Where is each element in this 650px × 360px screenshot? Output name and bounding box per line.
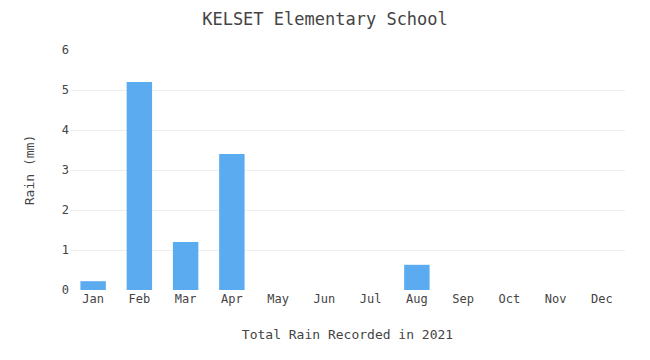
svg-text:Dec: Dec xyxy=(591,292,613,306)
svg-text:5: 5 xyxy=(62,83,69,97)
svg-text:Sep: Sep xyxy=(452,292,474,306)
svg-text:Nov: Nov xyxy=(545,292,567,306)
svg-text:Mar: Mar xyxy=(175,292,197,306)
svg-text:Aug: Aug xyxy=(406,292,428,306)
svg-text:Jan: Jan xyxy=(82,292,104,306)
svg-text:Feb: Feb xyxy=(129,292,151,306)
svg-text:1: 1 xyxy=(62,243,69,257)
svg-text:4: 4 xyxy=(62,123,69,137)
svg-text:Jul: Jul xyxy=(360,292,382,306)
svg-text:Total Rain Recorded in 2021: Total Rain Recorded in 2021 xyxy=(242,327,453,342)
svg-text:Rain (mm): Rain (mm) xyxy=(22,135,37,205)
svg-text:3: 3 xyxy=(62,163,69,177)
svg-text:6: 6 xyxy=(62,43,69,57)
svg-text:May: May xyxy=(267,292,289,306)
svg-text:0: 0 xyxy=(62,283,69,297)
svg-text:Jun: Jun xyxy=(314,292,336,306)
svg-text:KELSET Elementary School: KELSET Elementary School xyxy=(202,9,448,29)
svg-text:Oct: Oct xyxy=(499,292,521,306)
svg-text:Apr: Apr xyxy=(221,292,243,306)
svg-text:2: 2 xyxy=(62,203,69,217)
